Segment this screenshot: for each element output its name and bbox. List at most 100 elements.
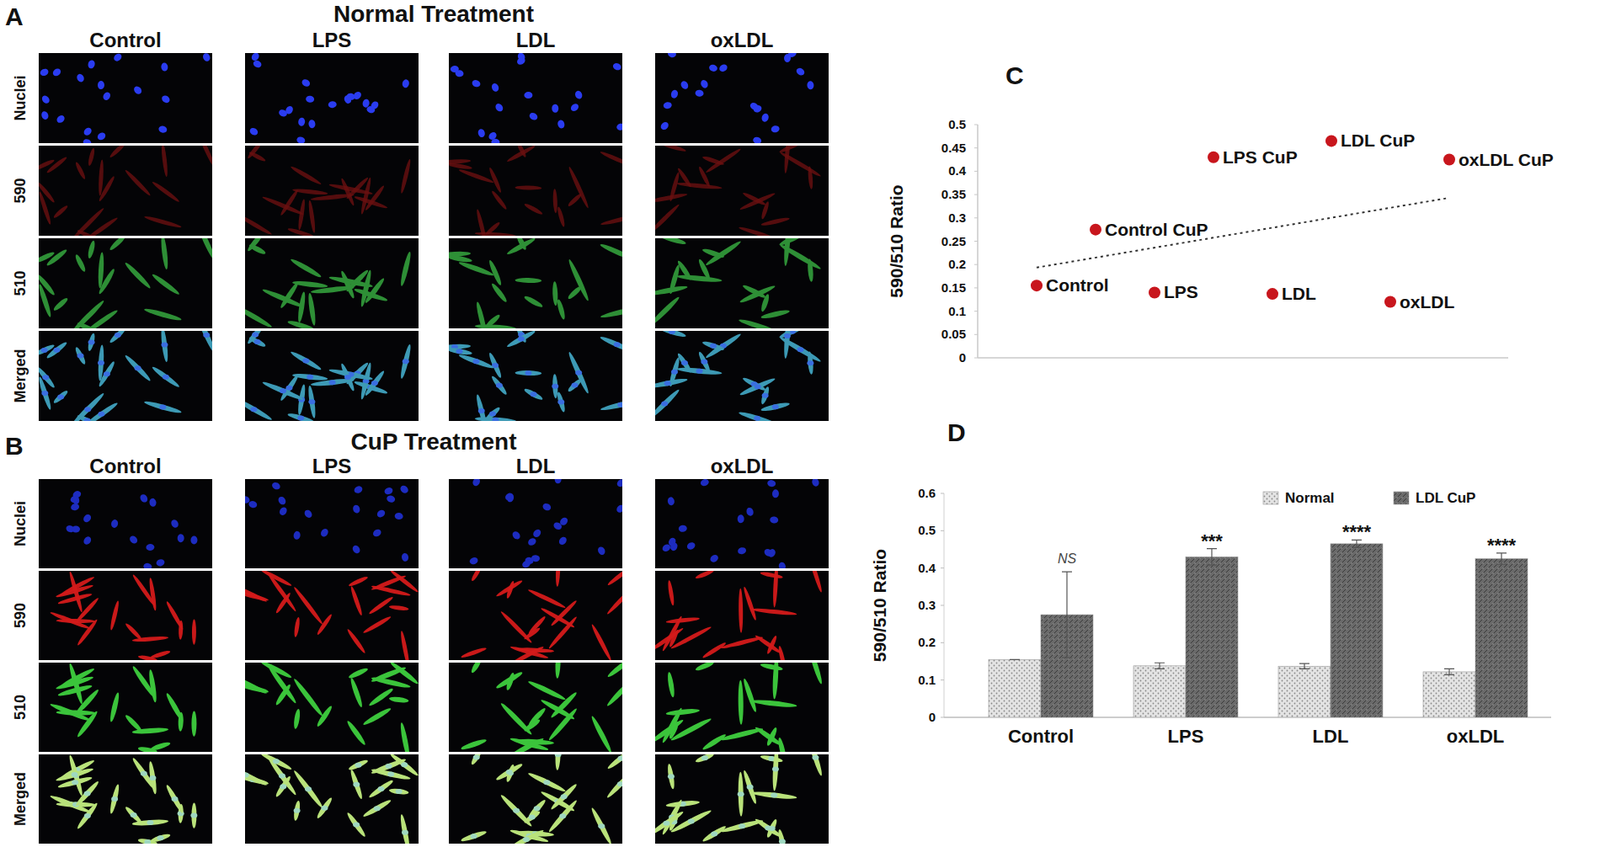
image-cells — [655, 662, 824, 752]
cell-green — [348, 677, 364, 709]
image-cells — [245, 754, 419, 844]
tick — [974, 310, 978, 312]
cell-merged — [741, 769, 758, 806]
tick — [974, 287, 978, 288]
cell-red — [760, 200, 771, 220]
nucleus — [531, 528, 543, 539]
tick — [974, 194, 978, 196]
tick-label: 0.3 — [948, 210, 966, 225]
cell-red — [315, 613, 334, 636]
nucleus-merged — [491, 417, 499, 422]
cell-merged — [522, 387, 544, 402]
cell-red — [97, 159, 104, 196]
nucleus-merged — [97, 360, 105, 366]
image-background — [245, 479, 419, 569]
cell-red — [245, 579, 268, 603]
nucleus — [709, 553, 720, 564]
image-background — [448, 145, 623, 236]
nucleus-merged — [103, 371, 111, 377]
nucleus-merged — [304, 786, 312, 792]
nucleus-merged — [571, 383, 579, 389]
cell-merged — [737, 410, 776, 422]
nucleus-merged — [688, 818, 695, 824]
tick-label: 0.4 — [948, 163, 967, 178]
point-label: Control CuP — [1104, 219, 1208, 240]
image-cells — [38, 238, 213, 329]
image-background — [448, 479, 623, 569]
cell-merged — [339, 362, 357, 393]
tick-label: 0.1 — [948, 304, 966, 319]
image-background — [38, 53, 213, 144]
cell-green — [522, 718, 542, 734]
panel-title: CuP Treatment — [350, 428, 517, 455]
nucleus-merged — [456, 348, 464, 354]
image-cells — [248, 53, 411, 144]
cell-red — [783, 145, 792, 174]
cell-green — [132, 726, 170, 735]
nucleus-merged — [597, 823, 605, 829]
error-bar — [1061, 571, 1072, 658]
nucleus — [297, 117, 305, 127]
nucleus — [277, 506, 288, 518]
cell-merged — [261, 379, 305, 402]
cell-merged — [666, 763, 677, 790]
cell-green — [57, 683, 93, 699]
cell-merged — [655, 377, 688, 390]
image-background — [245, 570, 419, 661]
nucleus-merged — [613, 341, 621, 347]
image-background — [38, 662, 213, 752]
cell-red — [292, 187, 328, 196]
cell-merged — [195, 330, 213, 355]
image-background — [655, 330, 829, 422]
cell-merged — [368, 778, 395, 800]
nucleus-merged — [57, 394, 64, 400]
nucleus-merged — [285, 385, 293, 391]
cell-merged — [38, 343, 56, 358]
cell-red — [74, 597, 101, 624]
column-header: LDL — [516, 454, 556, 478]
cell-merged — [160, 330, 170, 363]
nucleus-merged — [506, 769, 513, 775]
micro-panel: BCuP TreatmentControlLPSLDLoxLDLNuclei59… — [5, 428, 829, 847]
nucleus-merged — [662, 821, 670, 827]
nucleus-merged — [700, 359, 708, 365]
image-cells — [655, 570, 824, 661]
tick-label: 0 — [959, 350, 966, 365]
nucleus — [614, 503, 623, 515]
cell-merged — [287, 411, 315, 422]
nucleus — [383, 486, 394, 496]
cell-merged — [96, 360, 117, 389]
cell-green — [506, 238, 537, 256]
cell-merged — [245, 396, 273, 422]
cell-merged — [150, 365, 181, 390]
cell-red — [56, 618, 96, 624]
cell-merged — [759, 754, 784, 764]
nucleus-merged — [667, 773, 675, 779]
image-background — [38, 754, 213, 844]
cell-red — [370, 574, 407, 592]
cell-green — [759, 293, 771, 313]
cell-green — [806, 258, 814, 283]
cell-green — [245, 671, 268, 696]
nucleus — [293, 530, 301, 540]
cell-merged — [720, 818, 764, 834]
nucleus-merged — [400, 762, 408, 768]
cell-green — [665, 708, 700, 717]
cell-green — [759, 662, 784, 672]
image-cells — [245, 570, 419, 661]
legend-swatch — [1393, 491, 1409, 505]
cell-red — [739, 192, 777, 212]
nucleus — [128, 534, 139, 546]
nucleus-merged — [661, 401, 668, 407]
cell-red — [261, 195, 305, 217]
nucleus — [708, 63, 719, 73]
image-cells — [469, 479, 623, 569]
image-cells — [655, 145, 822, 236]
cell-red — [69, 206, 106, 236]
nucleus — [778, 561, 787, 569]
nucleus-merged — [352, 782, 360, 788]
point-label: LPS CuP — [1222, 147, 1298, 167]
image-cells — [245, 662, 419, 752]
nucleus — [55, 113, 67, 125]
cell-green — [460, 737, 488, 752]
